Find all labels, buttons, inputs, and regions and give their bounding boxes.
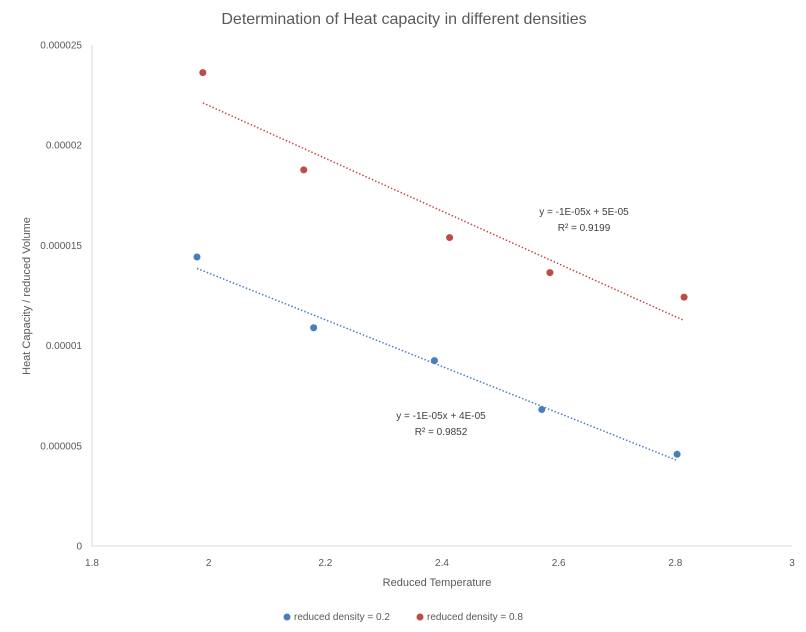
trendline-annotation-density-0.2: y = -1E-05x + 4E-05 R² = 0.9852 bbox=[396, 411, 486, 438]
data-point-series-0 bbox=[673, 450, 681, 458]
data-point-series-0 bbox=[430, 357, 438, 365]
trendline-equation-density-0.2: y = -1E-05x + 4E-05 bbox=[396, 411, 486, 422]
trendline-r-squared-density-0.8: R² = 0.9199 bbox=[558, 223, 611, 234]
data-point-series-1 bbox=[300, 166, 308, 174]
legend-marker-density-0.2 bbox=[283, 613, 291, 621]
x-tick-label: 2 bbox=[206, 558, 212, 569]
trendline-series-1 bbox=[202, 102, 685, 322]
axes bbox=[91, 45, 792, 547]
x-tick-labels: 1.8 2 2.2 2.4 2.6 2.8 3 bbox=[85, 558, 795, 569]
data-point-series-1 bbox=[446, 234, 454, 242]
y-tick-label: 0.000025 bbox=[40, 41, 82, 52]
x-tick-label: 3 bbox=[789, 558, 795, 569]
trendline-annotation-density-0.8: y = -1E-05x + 5E-05 R² = 0.9199 bbox=[539, 207, 629, 234]
y-tick-label: 0.00002 bbox=[46, 141, 83, 152]
trendline-equation-density-0.8: y = -1E-05x + 5E-05 bbox=[539, 207, 629, 218]
data-point-series-1 bbox=[680, 293, 688, 301]
trendline-r-squared-density-0.2: R² = 0.9852 bbox=[415, 427, 468, 438]
data-point-series-0 bbox=[538, 406, 546, 414]
x-axis-title: Reduced Temperature bbox=[383, 577, 492, 589]
trendline-series-0 bbox=[196, 267, 678, 462]
x-tick-label: 2.2 bbox=[318, 558, 332, 569]
x-tick-label: 2.8 bbox=[668, 558, 682, 569]
x-tick-label: 2.6 bbox=[552, 558, 566, 569]
data-point-series-0 bbox=[310, 324, 318, 332]
chart-title: Determination of Heat capacity in differ… bbox=[221, 11, 586, 28]
y-tick-label: 0.000015 bbox=[40, 241, 82, 252]
y-tick-label: 0.000005 bbox=[40, 441, 82, 452]
data-points bbox=[193, 69, 688, 458]
y-tick-label: 0.00001 bbox=[46, 341, 83, 352]
y-axis-title: Heat Capacity / reduced Volume bbox=[21, 217, 33, 375]
legend-label-density-0.2: reduced density = 0.2 bbox=[294, 612, 390, 623]
x-tick-label: 1.8 bbox=[85, 558, 99, 569]
y-tick-label: 0 bbox=[76, 542, 82, 553]
data-point-series-0 bbox=[193, 253, 201, 261]
legend-label-density-0.8: reduced density = 0.8 bbox=[427, 612, 523, 623]
trendlines bbox=[196, 102, 685, 462]
legend-marker-density-0.8 bbox=[416, 613, 424, 621]
data-point-series-1 bbox=[199, 69, 207, 77]
x-tick-label: 2.4 bbox=[435, 558, 449, 569]
data-point-series-1 bbox=[546, 269, 554, 277]
legend: reduced density = 0.2 reduced density = … bbox=[283, 612, 523, 623]
y-tick-labels: 0 0.000005 0.00001 0.000015 0.00002 0.000025 bbox=[40, 41, 82, 553]
